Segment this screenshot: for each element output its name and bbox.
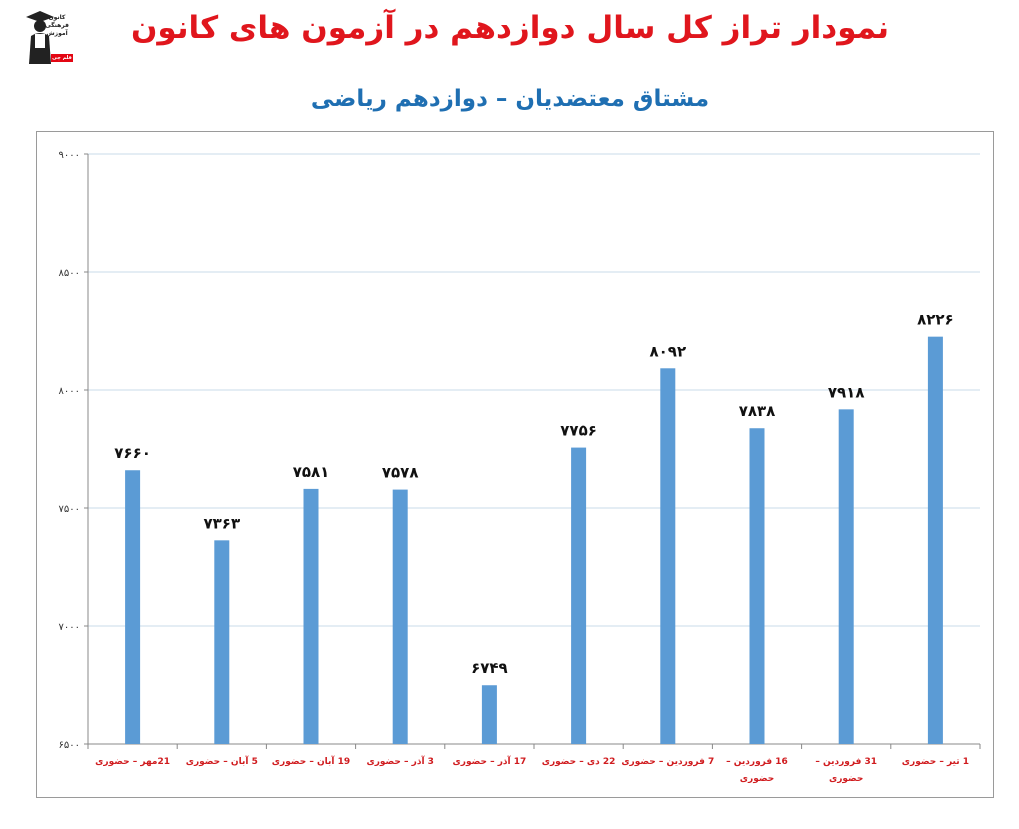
x-tick-label: 16 فروردین – [726, 757, 788, 767]
bar [749, 428, 765, 744]
x-tick-label: 31 فروردین – [815, 757, 877, 767]
bar [303, 488, 319, 744]
x-tick-label: 3 آذر – حضوری [366, 755, 433, 767]
chart-title: نمودار تراز کل سال دوازدهم در آزمون های … [130, 10, 890, 46]
y-tick-label: ۸۵۰۰ [59, 268, 80, 279]
bar [214, 540, 230, 744]
y-tick-label: ۷۵۰۰ [59, 504, 80, 515]
y-tick-label: ۹۰۰۰ [59, 150, 80, 161]
y-tick-label: ۸۰۰۰ [59, 386, 80, 397]
data-label: ۷۸۳۸ [739, 402, 776, 420]
x-tick-label: 22 دی – حضوری [542, 757, 616, 767]
y-tick-label: ۷۰۰۰ [59, 622, 80, 633]
x-tick-label: 17 آذر – حضوری [453, 755, 527, 767]
data-label: ۷۷۵۶ [560, 422, 597, 440]
bar [660, 368, 676, 744]
data-label: ۷۳۶۳ [203, 514, 240, 532]
x-tick-label: حضوری [829, 774, 863, 784]
x-tick-label: 5 آبان – حضوری [186, 755, 258, 767]
data-label: ۸۲۲۶ [917, 311, 954, 329]
data-label: ۷۹۱۸ [828, 383, 865, 401]
bar [838, 409, 854, 744]
x-tick-label: حضوری [740, 774, 774, 784]
bar [927, 336, 943, 744]
x-tick-label: 21مهر – حضوری [95, 757, 170, 767]
data-label: ۷۶۶۰ [114, 444, 151, 462]
x-tick-label: 19 آبان – حضوری [272, 755, 350, 767]
graduate-figure-icon [26, 11, 54, 64]
data-label: ۷۵۷۸ [382, 464, 419, 482]
x-tick-label: 7 فروردین – حضوری [621, 757, 714, 767]
logo [24, 8, 76, 70]
bar [392, 489, 408, 744]
data-label: ۷۵۸۱ [293, 463, 330, 481]
bar [125, 470, 141, 744]
x-tick-label: 1 تیر – حضوری [902, 757, 969, 767]
logo-badge: قلم چی [51, 54, 73, 62]
bar [481, 685, 497, 744]
data-label: ۶۷۴۹ [471, 659, 508, 677]
bar [571, 447, 587, 744]
data-label: ۸۰۹۲ [649, 342, 686, 360]
y-tick-label: ۶۵۰۰ [59, 740, 80, 751]
chart-subtitle: مشتاق معتضدیان – دوازدهم ریاضی [310, 86, 710, 112]
logo-text: کانون فرهنگی آموزش [45, 14, 69, 37]
chart-frame [36, 131, 994, 798]
